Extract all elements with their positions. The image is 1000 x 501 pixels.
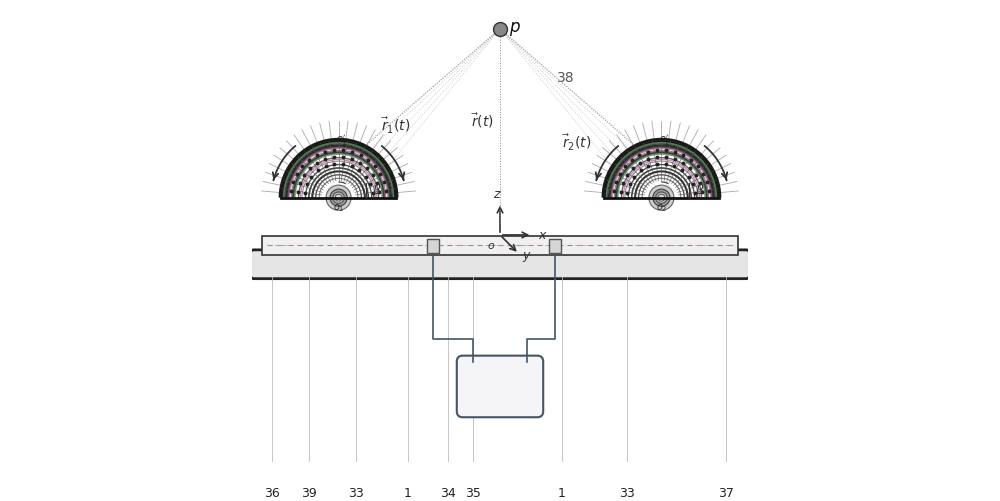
Circle shape [330, 190, 347, 207]
Text: $o_1$: $o_1$ [333, 202, 344, 214]
Circle shape [335, 195, 342, 202]
Text: o: o [487, 240, 494, 250]
Text: 38: 38 [557, 71, 575, 85]
Circle shape [658, 195, 665, 202]
Text: 33: 33 [619, 486, 635, 499]
Bar [262, 236, 738, 256]
Text: $\vec{r}_2(t)$: $\vec{r}_2(t)$ [562, 133, 592, 153]
Text: $o_1'$: $o_1'$ [336, 133, 347, 148]
Text: 37: 37 [718, 486, 734, 499]
Text: 1: 1 [558, 486, 566, 499]
Text: 39: 39 [301, 486, 317, 499]
Text: 35: 35 [465, 486, 481, 499]
Text: $\beta$: $\beta$ [695, 182, 704, 199]
Text: 1: 1 [404, 486, 412, 499]
Text: p: p [509, 18, 519, 36]
Text: $\vec{r}_1(t)$: $\vec{r}_1(t)$ [381, 116, 410, 136]
Text: $\beta$: $\beta$ [372, 182, 381, 199]
Circle shape [656, 192, 667, 204]
Circle shape [326, 186, 351, 211]
Circle shape [333, 192, 344, 204]
Text: y: y [522, 248, 529, 262]
Text: $o_2$: $o_2$ [656, 202, 667, 214]
Text: 34: 34 [440, 486, 456, 499]
Text: x: x [538, 229, 546, 242]
FancyBboxPatch shape [250, 250, 750, 279]
Text: 33: 33 [348, 486, 364, 499]
Circle shape [649, 186, 674, 211]
Bar [549, 240, 561, 254]
Text: $\vec{r}(t)$: $\vec{r}(t)$ [471, 111, 494, 130]
FancyBboxPatch shape [457, 356, 543, 417]
Text: $o_2'$: $o_2'$ [659, 133, 670, 148]
Text: 36: 36 [264, 486, 279, 499]
Text: z: z [493, 187, 499, 200]
Bar [427, 240, 439, 254]
Circle shape [653, 190, 670, 207]
